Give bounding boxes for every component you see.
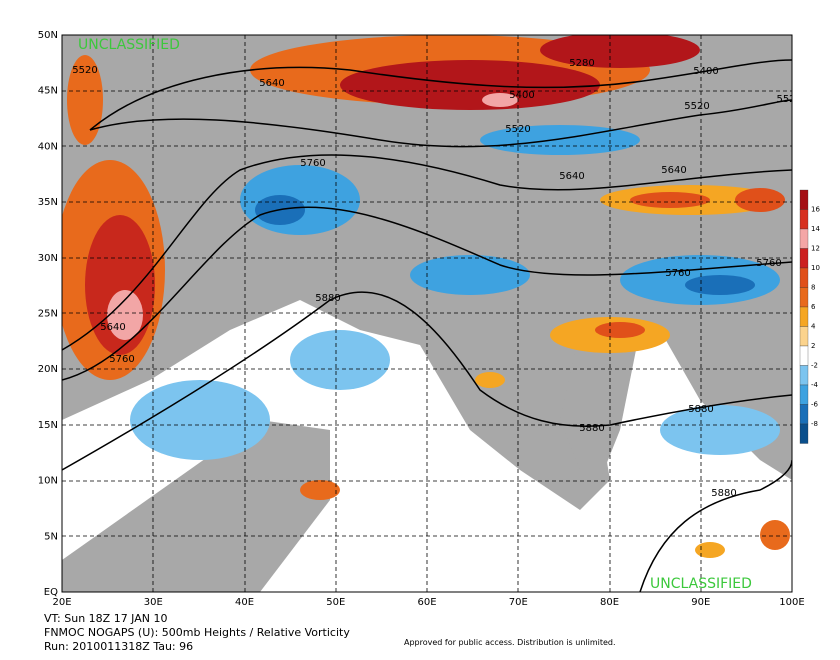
contour-label: 552 [776, 94, 795, 105]
contour-label: 5400 [509, 90, 534, 101]
colorbar-swatch [799, 306, 809, 327]
lon-label: 70E [509, 597, 528, 608]
colorbar-label: 10 [811, 264, 820, 272]
classification: UNCLASSIFIED [78, 37, 180, 53]
classification: UNCLASSIFIED [650, 576, 752, 592]
lat-label: 45N [38, 86, 58, 97]
lat-label: 20N [38, 364, 58, 375]
lat-label: 15N [38, 420, 58, 431]
lat-label: EQ [44, 587, 58, 598]
lat-label: 25N [38, 309, 58, 320]
lat-label: 50N [38, 30, 58, 41]
contour-label: 5640 [100, 322, 125, 333]
colorbar-swatch [799, 209, 809, 230]
colorbar-label: 8 [811, 284, 815, 292]
colorbar-swatch [799, 287, 809, 308]
contour-label: 5880 [315, 293, 340, 304]
lon-label: 100E [779, 597, 804, 608]
map-frame [61, 34, 793, 593]
colorbar-label: 12 [811, 245, 820, 253]
colorbar-swatch [799, 326, 809, 347]
colorbar-swatch [799, 228, 809, 249]
lon-label: 90E [691, 597, 710, 608]
contour-label: 5640 [661, 165, 686, 176]
colorbar-swatch [799, 267, 809, 288]
contour-labels: 5520 5640 5760 5640 5760 5880 5280 5400 5400 5520… [72, 58, 795, 499]
lon-label: 20E [52, 597, 71, 608]
contour-label: 5880 [711, 488, 736, 499]
colorbar-label: -4 [811, 381, 819, 389]
colorbar-swatch [799, 384, 809, 405]
colorbar-label: 6 [811, 303, 816, 311]
lon-label: 50E [326, 597, 345, 608]
run-info: Run: 2010011318Z Tau: 96 [44, 640, 193, 653]
contour-label: 5760 [109, 354, 134, 365]
contour-label: 5640 [259, 78, 284, 89]
lat-label: 10N [38, 476, 58, 487]
colorbar-label: -6 [811, 401, 819, 409]
lon-label: 30E [144, 597, 163, 608]
colorbar-swatch [799, 423, 809, 444]
africa-land [62, 420, 330, 592]
lat-label: 5N [44, 531, 58, 542]
lat-label: 30N [38, 253, 58, 264]
product-title: FNMOC NOGAPS (U): 500mb Heights / Relati… [44, 626, 350, 639]
contour-label: 5880 [688, 404, 713, 415]
contour-label: 5520 [505, 124, 530, 135]
lat-label: 40N [38, 141, 58, 152]
colorbar-label: 2 [811, 342, 815, 350]
contour-label: 5760 [300, 158, 325, 169]
colorbar-label: 16 [811, 206, 820, 214]
graticule [62, 35, 792, 592]
colorbar-label: 14 [811, 225, 820, 233]
colorbar-swatch [799, 248, 809, 269]
contour-label: 5520 [684, 101, 709, 112]
contour-label: 5280 [569, 58, 594, 69]
contour-label: 5760 [756, 258, 781, 269]
colorbar-label: -8 [811, 420, 818, 428]
lon-label: 60E [417, 597, 436, 608]
lat-label: 35N [38, 197, 58, 208]
colorbar-swatch [799, 189, 809, 210]
colorbar-swatch [799, 345, 809, 366]
contour-label: 5520 [72, 65, 97, 76]
vorticity-shading [62, 35, 790, 558]
contour-label: 5640 [559, 171, 584, 182]
lon-label: 80E [600, 597, 619, 608]
approval-note: Approved for public access. Distribution… [404, 638, 616, 647]
contour-label: 5400 [693, 66, 718, 77]
india-land [560, 330, 640, 480]
colorbar-label: 4 [811, 323, 816, 331]
contour-label: 5760 [665, 268, 690, 279]
colorbar-label: -2 [811, 362, 818, 370]
colorbar-swatch [799, 365, 809, 386]
contour-label: 5880 [579, 423, 604, 434]
map-area: 5520 5640 5760 5640 5760 5880 5280 5400 5400 5520… [62, 35, 795, 592]
lon-label: 40E [235, 597, 254, 608]
height-contours [62, 59, 792, 592]
colorbar-swatch [799, 404, 809, 425]
valid-time: VT: Sun 18Z 17 JAN 10 [44, 612, 167, 625]
